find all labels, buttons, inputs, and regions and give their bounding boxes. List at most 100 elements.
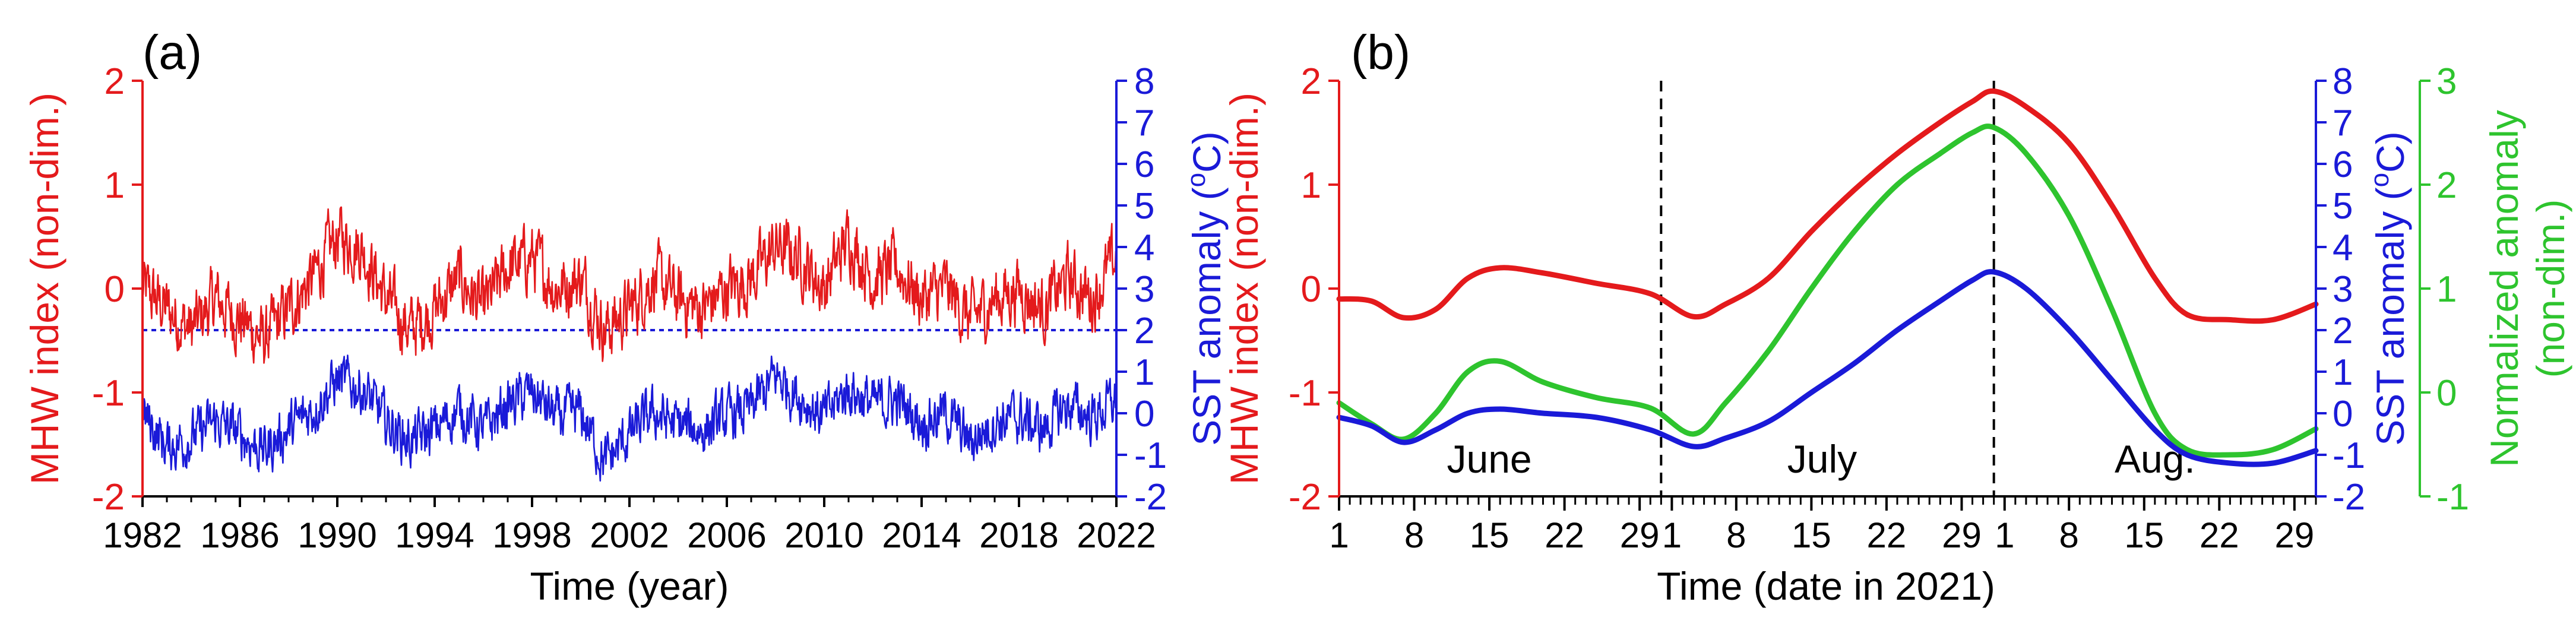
x-tick-label: 2018 — [979, 515, 1058, 555]
x-tick-label: 8 — [2059, 515, 2079, 555]
panel-b-right-title-part-1: SST anomaly ( — [2368, 187, 2412, 445]
panel-b-label: (b) — [1351, 26, 1410, 80]
panel-a-left-axis-title: MHW index (non-dim.) — [23, 93, 67, 484]
panel-b-right-axis-title: SST anomaly (oC) — [2365, 131, 2412, 445]
right2-tick-label: 1 — [2436, 269, 2457, 310]
left-tick-label: -1 — [92, 373, 125, 414]
x-tick-label: 1990 — [298, 515, 376, 555]
month-label: July — [1787, 437, 1857, 481]
month-label: Aug. — [2115, 437, 2195, 481]
x-tick-label: 1986 — [200, 515, 279, 555]
right2-tick-label: 2 — [2436, 165, 2457, 206]
right-tick-label: -1 — [1134, 435, 1167, 476]
x-tick-label: 1998 — [492, 515, 571, 555]
panel-b-right-title-part-3: C) — [2368, 131, 2412, 173]
panel-b: (b) June July Aug. 1 8 15 22 29 1 8 15 22 29 1 8 15 22 2… — [1222, 26, 2572, 608]
right-tick-label: 7 — [1134, 103, 1154, 144]
left-tick-label: 2 — [105, 61, 125, 102]
panel-b-x-axis-title: Time (date in 2021) — [1657, 564, 1995, 608]
panel-a-left-ticks: -2 -1 0 1 2 — [92, 61, 143, 518]
right-tick-label: 0 — [1134, 394, 1154, 435]
left-tick-label: -1 — [1289, 373, 1321, 414]
left-tick-label: -2 — [92, 477, 125, 518]
right2-tick-label: 3 — [2436, 61, 2457, 102]
x-tick-label: 8 — [1726, 515, 1746, 555]
right-tick-label: 5 — [2333, 186, 2353, 227]
panel-b-right2-axis-title-line-1: Normalized anomaly — [2482, 110, 2526, 467]
series-line-mhw-index — [1336, 88, 2319, 324]
panel-a-x-ticks: 1982 1986 1990 1994 1998 2002 2006 2010 2014 2018… — [103, 496, 1156, 555]
x-tick-label: 1982 — [103, 515, 182, 555]
panel-b-month-group: June July Aug. — [1447, 81, 2195, 496]
series-line-normalized-anomaly — [1336, 124, 2319, 458]
panel-a: (a) 1982 1986 1990 1994 1998 2002 2006 2010 2014… — [23, 26, 1229, 608]
right-tick-label: -1 — [2333, 435, 2365, 476]
panel-a-right-title-superscript: o — [1182, 173, 1211, 187]
left-tick-label: 0 — [1301, 269, 1321, 310]
x-tick-label: 1 — [1329, 515, 1349, 555]
x-tick-label: 29 — [1942, 515, 1982, 555]
month-label: June — [1447, 437, 1532, 481]
right-tick-label: 5 — [1134, 186, 1154, 227]
series-line-sst-anomaly — [141, 354, 1118, 482]
left-tick-label: 2 — [1301, 61, 1321, 102]
panel-a-right-axis-title: SST anomaly (oC) — [1182, 131, 1229, 445]
right-tick-label: 4 — [2333, 227, 2353, 268]
left-tick-label: 1 — [105, 165, 125, 206]
x-tick-label: 29 — [1620, 515, 1660, 555]
panel-a-right-title-part-3: C) — [1185, 131, 1229, 173]
right-tick-label: 3 — [2333, 269, 2353, 310]
left-tick-label: 1 — [1301, 165, 1321, 206]
right-tick-label: 7 — [2333, 103, 2353, 144]
x-tick-label: 15 — [1470, 515, 1509, 555]
x-tick-label: 2002 — [590, 515, 669, 555]
right-tick-label: 2 — [2333, 311, 2353, 352]
right-tick-label: 6 — [1134, 144, 1154, 185]
x-tick-label: 1 — [1995, 515, 2014, 555]
panel-b-series-group — [1336, 88, 2319, 467]
x-tick-label: 29 — [2274, 515, 2314, 555]
right-tick-label: 8 — [1134, 61, 1154, 102]
panel-b-x-ticks: 1 8 15 22 29 1 8 15 22 29 1 8 15 22 29 — [1329, 496, 2317, 555]
x-tick-label: 1 — [1662, 515, 1682, 555]
left-tick-label: -2 — [1289, 477, 1321, 518]
panel-a-right-title-part-1: SST anomaly ( — [1185, 187, 1229, 445]
right-tick-label: 6 — [2333, 144, 2353, 185]
x-tick-label: 22 — [2200, 515, 2239, 555]
panel-a-x-axis-title: Time (year) — [530, 564, 729, 608]
right-tick-label: -2 — [1134, 477, 1167, 518]
series-line-mhw-index — [141, 206, 1118, 364]
x-tick-label: 2014 — [882, 515, 961, 555]
x-tick-label: 15 — [2124, 515, 2164, 555]
right-tick-label: 1 — [2333, 352, 2353, 393]
x-tick-label: 2022 — [1077, 515, 1156, 555]
x-tick-label: 8 — [1404, 515, 1424, 555]
right-tick-label: 0 — [2333, 394, 2353, 435]
x-tick-label: 15 — [1792, 515, 1831, 555]
right2-tick-label: -1 — [2436, 477, 2469, 518]
right2-tick-label: 0 — [2436, 373, 2457, 414]
x-tick-label: 1994 — [395, 515, 474, 555]
panel-a-label: (a) — [143, 26, 202, 80]
panel-b-right-title-superscript: o — [2365, 173, 2394, 187]
series-line-sst-anomaly — [1336, 269, 2319, 467]
x-tick-label: 22 — [1545, 515, 1584, 555]
x-tick-label: 2010 — [784, 515, 863, 555]
left-tick-label: 0 — [105, 269, 125, 310]
x-tick-label: 2006 — [687, 515, 766, 555]
right-tick-label: 1 — [1134, 352, 1154, 393]
panel-b-right2-axis-title-line-2: (non-dim.) — [2528, 200, 2572, 378]
panel-b-left-axis-title: MHW index (non-dim.) — [1222, 93, 1266, 484]
right-tick-label: 3 — [1134, 269, 1154, 310]
panel-a-series-group — [141, 206, 1118, 482]
x-tick-label: 22 — [1867, 515, 1907, 555]
right-tick-label: 8 — [2333, 61, 2353, 102]
panel-b-left-ticks: -2 -1 0 1 2 — [1289, 61, 1339, 518]
panel-b-right2-ticks: -1 0 1 2 3 — [2420, 61, 2469, 518]
right-tick-label: 2 — [1134, 311, 1154, 352]
right-tick-label: 4 — [1134, 227, 1154, 268]
right-tick-label: -2 — [2333, 477, 2365, 518]
